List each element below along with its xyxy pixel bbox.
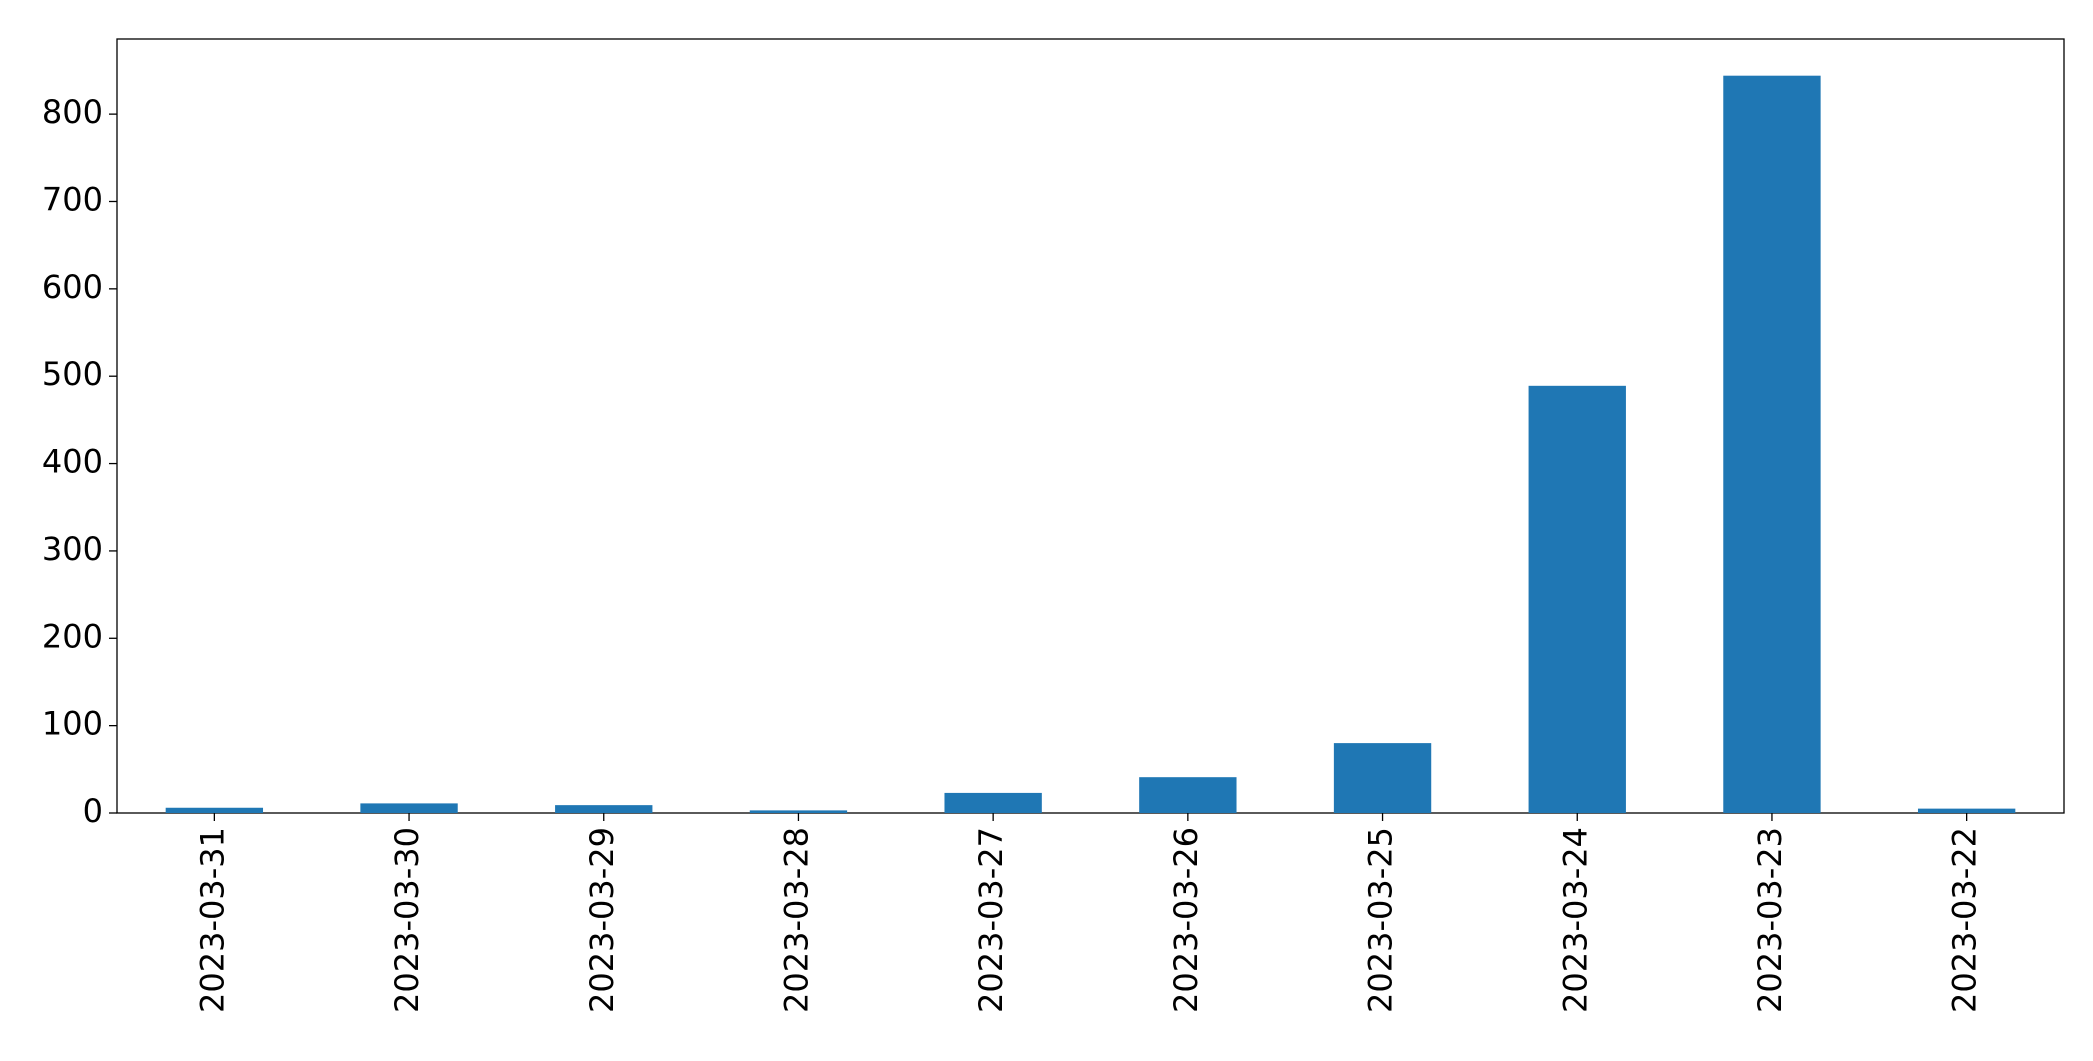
bar bbox=[749, 810, 848, 813]
y-tick-label: 0 bbox=[83, 792, 103, 830]
x-tick-label: 2023-03-28 bbox=[777, 827, 815, 1013]
y-tick-label: 700 bbox=[42, 180, 103, 218]
bar bbox=[1528, 385, 1626, 813]
x-tick-label: 2023-03-24 bbox=[1556, 827, 1594, 1013]
x-tick-label: 2023-03-27 bbox=[972, 827, 1010, 1013]
bar bbox=[1333, 743, 1432, 813]
plot-frame bbox=[116, 38, 2065, 814]
y-tick-label: 300 bbox=[42, 530, 103, 568]
x-tick-label: 2023-03-25 bbox=[1362, 827, 1400, 1013]
y-tick-label: 500 bbox=[42, 355, 103, 393]
bar bbox=[944, 792, 1042, 813]
bar bbox=[360, 803, 458, 813]
bar bbox=[165, 807, 264, 813]
x-tick-label: 2023-03-22 bbox=[1946, 827, 1984, 1013]
x-tick-label: 2023-03-30 bbox=[388, 827, 426, 1013]
bar bbox=[555, 805, 653, 813]
bar bbox=[1723, 75, 1821, 814]
y-tick-label: 600 bbox=[42, 268, 103, 306]
y-tick-label: 200 bbox=[42, 617, 103, 655]
y-tick-label: 800 bbox=[42, 93, 103, 131]
bar bbox=[1917, 808, 2016, 813]
x-tick-label: 2023-03-23 bbox=[1751, 827, 1789, 1013]
y-tick-label: 400 bbox=[42, 443, 103, 481]
y-tick-label: 100 bbox=[42, 705, 103, 743]
x-tick-label: 2023-03-31 bbox=[193, 827, 231, 1013]
bar bbox=[1139, 777, 1237, 813]
x-tick-label: 2023-03-29 bbox=[583, 827, 621, 1013]
x-tick-label: 2023-03-26 bbox=[1167, 827, 1205, 1013]
